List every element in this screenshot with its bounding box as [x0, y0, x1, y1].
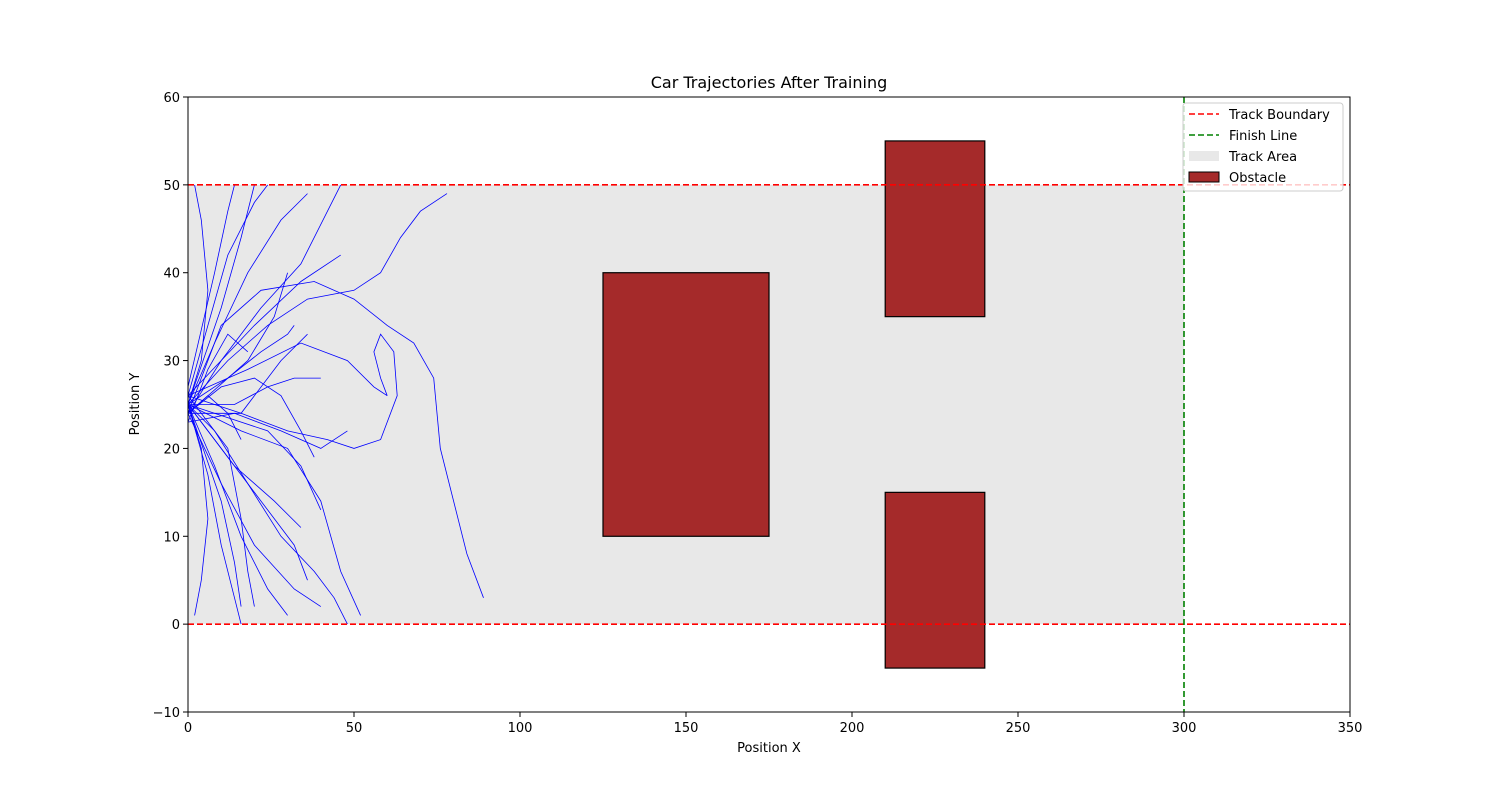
- trajectory-line: [187, 333, 398, 449]
- trajectory-line: [187, 184, 235, 387]
- trajectory-line: [187, 281, 484, 598]
- trajectory-line: [187, 193, 448, 405]
- chart-title: Car Trajectories After Training: [651, 73, 888, 92]
- trajectory-line: [187, 333, 249, 423]
- y-tick-label: −10: [153, 706, 180, 721]
- y-tick-label: 20: [163, 442, 180, 457]
- obstacle-rect: [602, 272, 770, 537]
- y-tick-label: 40: [163, 267, 180, 282]
- legend-label: Obstacle: [1229, 171, 1286, 186]
- y-tick-label: 10: [163, 530, 180, 545]
- trajectory-line: [187, 404, 209, 616]
- trajectory-line: [187, 412, 348, 449]
- legend-label: Finish Line: [1229, 129, 1297, 144]
- y-tick-label: 60: [163, 91, 180, 106]
- legend-swatch-patch: [1189, 151, 1219, 161]
- legend-box: [1182, 102, 1344, 192]
- x-tick-label: 100: [508, 721, 533, 736]
- trajectory-line: [187, 395, 255, 607]
- trajectory-line: [188, 333, 308, 414]
- trajectory-line: [187, 404, 288, 616]
- x-axis-label: Position X: [737, 741, 801, 756]
- y-tick-label: 50: [163, 179, 180, 194]
- x-tick-label: 250: [1006, 721, 1031, 736]
- axes-layer: 0 50 100 150 200 250 300 350 −10 0 10 20 30 40 50 60: [153, 91, 1363, 736]
- trajectory-layer: [187, 184, 484, 625]
- trajectory-line: [187, 184, 209, 405]
- legend-label: Track Boundary: [1228, 108, 1330, 123]
- trajectory-line: [187, 325, 295, 405]
- trajectory-line: [187, 404, 322, 511]
- trajectory-line: [187, 254, 341, 396]
- trajectory-line: [187, 193, 308, 405]
- x-tick-label: 50: [346, 721, 363, 736]
- trajectory-line: [187, 404, 242, 607]
- plot-frame: [187, 96, 1351, 713]
- legend-swatch-patch: [1188, 171, 1220, 183]
- legend: Track Boundary Finish Line Track Area Obsta…: [1182, 102, 1344, 192]
- x-tick-label: 300: [1172, 721, 1197, 736]
- obstacle-layer: [602, 140, 986, 669]
- trajectory-line: [187, 413, 322, 607]
- trajectory-line: [187, 404, 361, 616]
- trajectory-line: [187, 272, 288, 414]
- trajectory-line: [187, 184, 269, 396]
- trajectory-line: [187, 404, 302, 528]
- trajectory-line: [188, 377, 321, 405]
- trajectory-line: [187, 184, 342, 414]
- legend-label: Track Area: [1228, 150, 1297, 165]
- y-tick-label: 0: [172, 618, 180, 633]
- reference-lines-layer: [188, 97, 1350, 712]
- y-tick-label: 30: [163, 355, 180, 370]
- x-tick-label: 350: [1338, 721, 1363, 736]
- trajectory-line: [187, 342, 388, 397]
- obstacle-rect: [884, 140, 986, 318]
- x-tick-label: 150: [674, 721, 699, 736]
- x-tick-label: 200: [840, 721, 865, 736]
- obstacle-rect: [884, 491, 986, 669]
- trajectory-line: [187, 184, 255, 405]
- y-axis-label: Position Y: [128, 373, 143, 436]
- x-tick-label: 0: [184, 721, 192, 736]
